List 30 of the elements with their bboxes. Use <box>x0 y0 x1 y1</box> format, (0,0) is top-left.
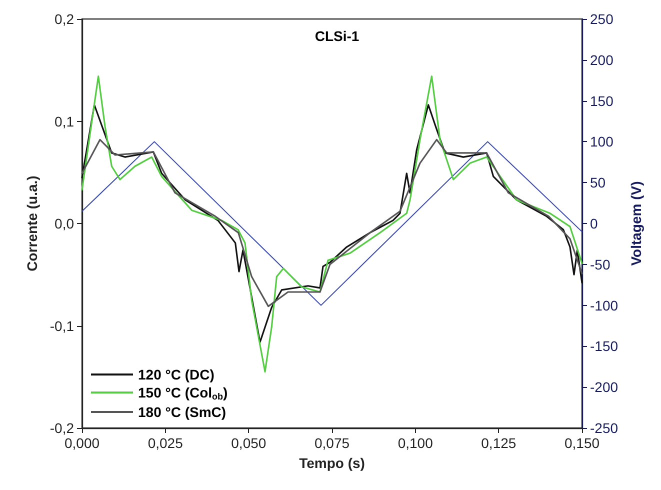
y2-tick-label: -250 <box>590 420 618 436</box>
y-tick-label: 0,0 <box>54 216 74 232</box>
y2-tick-label: 0 <box>590 216 598 232</box>
y2-tick-label: -150 <box>590 338 618 354</box>
x-tick-label: 0,100 <box>398 435 434 451</box>
y-tick-label: -0,2 <box>50 420 74 436</box>
y2-tick-label: 150 <box>590 92 614 109</box>
x-axis-title: Tempo (s) <box>299 455 365 471</box>
x-tick-label: 0,050 <box>231 435 266 451</box>
legend-label: 180 °C (SmC) <box>138 404 226 420</box>
y-tick-label: -0,1 <box>50 318 74 334</box>
y-tick-label: 0,2 <box>54 11 74 27</box>
y2-axis-title: Voltagem (V) <box>628 181 644 266</box>
x-tick-label: 0,025 <box>148 435 184 451</box>
x-tick-label: 0,000 <box>64 435 100 451</box>
y2-tick-label: -100 <box>590 297 618 314</box>
y2-tick-label: -50 <box>590 256 610 272</box>
y2-tick-label: 250 <box>590 11 614 27</box>
x-tick-label: 0,150 <box>564 435 600 451</box>
legend-label: 120 °C (DC) <box>138 366 214 382</box>
x-tick-label: 0,075 <box>314 435 350 451</box>
y2-tick-label: 50 <box>590 174 606 191</box>
y2-tick-label: -200 <box>590 379 618 396</box>
line-series <box>81 104 583 343</box>
y-tick-label: 0,1 <box>54 113 74 130</box>
y-axis-title: Corrente (u.a.) <box>24 176 40 272</box>
y2-tick-label: 100 <box>590 134 614 150</box>
y2-tick-label: 200 <box>590 52 614 68</box>
x-tick-label: 0,125 <box>481 435 516 451</box>
text: CLSi-1 <box>314 28 360 44</box>
